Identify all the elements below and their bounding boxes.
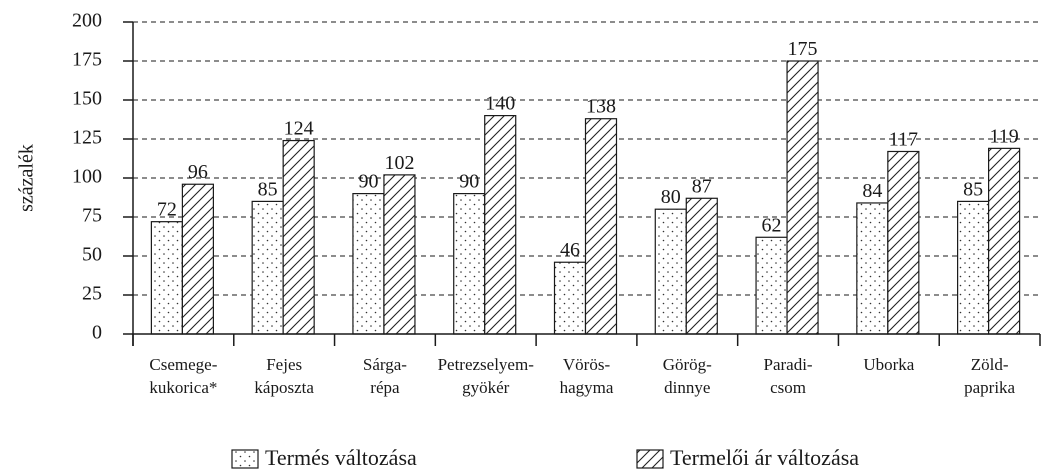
y-tick-label: 125	[72, 127, 102, 149]
bar	[150, 221, 183, 335]
value-label: 124	[284, 118, 314, 140]
x-tick-label-line: répa	[370, 378, 400, 397]
y-tick-label: 25	[82, 283, 102, 305]
value-label: 62	[762, 214, 782, 236]
y-tick-label: 50	[82, 244, 102, 266]
y-tick-label: 75	[82, 205, 102, 227]
x-tick-label-line: dinnye	[664, 378, 710, 397]
bar	[988, 147, 1021, 335]
bar	[755, 236, 788, 335]
x-tick-label-line: gyökér	[462, 378, 510, 397]
x-tick-label-line: kukorica*	[149, 378, 217, 397]
value-label: 85	[258, 178, 278, 200]
x-tick-label-line: Zöld-	[971, 355, 1009, 374]
x-tick-label: Vörös-hagyma	[560, 355, 614, 397]
bar	[584, 118, 618, 335]
x-tick-label-line: káposzta	[254, 378, 314, 397]
x-tick-label-line: Sárga-	[363, 355, 407, 374]
x-tick-label-line: Uborka	[863, 355, 914, 374]
y-tick-label: 200	[72, 10, 102, 32]
bar	[786, 60, 819, 335]
bar	[352, 193, 385, 335]
x-tick-label-line: paprika	[964, 378, 1015, 397]
x-tick-label: Uborka	[863, 355, 914, 374]
bar	[484, 114, 517, 335]
value-label: 102	[384, 152, 414, 174]
x-tick-label-line: hagyma	[560, 378, 614, 397]
bar	[856, 202, 889, 335]
legend-swatch	[231, 449, 259, 469]
legend-label: Termés változása	[265, 445, 417, 470]
value-label: 80	[661, 186, 681, 208]
x-tick-label: Paradi-csom	[764, 355, 813, 397]
y-tick-label: 0	[92, 322, 102, 344]
x-tick-label-line: Petrezselyem-	[438, 355, 535, 374]
x-tick-label: Sárga-répa	[363, 355, 407, 397]
y-tick-label: 100	[72, 166, 102, 188]
x-tick-label-line: csom	[770, 378, 806, 397]
x-tick-label-line: Csemege-	[149, 355, 217, 374]
x-tick-label-line: Vörös-	[563, 355, 611, 374]
x-tick-label-line: Görög-	[663, 355, 712, 374]
value-label: 46	[560, 239, 580, 261]
value-label: 90	[459, 171, 479, 193]
y-axis-label: százalék	[16, 144, 38, 212]
x-tick-label: Görög-dinnye	[663, 355, 712, 397]
value-label: 87	[692, 175, 712, 197]
value-label: 138	[586, 96, 616, 118]
x-tick-label: Petrezselyem-gyökér	[438, 355, 535, 397]
bar	[251, 200, 284, 335]
x-tick-label: Zöld-paprika	[964, 355, 1015, 397]
value-label: 72	[157, 199, 177, 221]
legend-label: Termelői ár változása	[670, 445, 859, 470]
x-tick-label-line: Fejes	[266, 355, 302, 374]
bar	[887, 150, 920, 335]
value-label: 96	[188, 161, 208, 183]
bar	[553, 261, 587, 335]
bar	[685, 197, 718, 335]
bar	[282, 139, 315, 335]
x-tick-label: Fejes káposzta	[254, 355, 314, 397]
value-label: 117	[889, 128, 918, 150]
value-label: 140	[485, 93, 515, 115]
x-tick-label-line: Paradi-	[764, 355, 813, 374]
y-tick-label: 150	[72, 88, 102, 110]
bar	[383, 174, 416, 335]
x-tick-label: Csemege-kukorica*	[149, 355, 217, 397]
value-label: 175	[788, 38, 818, 60]
value-label: 84	[862, 180, 882, 202]
bar	[181, 183, 214, 335]
bar	[654, 208, 687, 335]
bar	[453, 193, 486, 335]
bar	[957, 200, 990, 335]
value-label: 85	[963, 178, 983, 200]
value-label: 90	[358, 171, 378, 193]
legend-swatch	[636, 449, 664, 469]
y-tick-label: 175	[72, 49, 102, 71]
value-label: 119	[989, 125, 1018, 147]
